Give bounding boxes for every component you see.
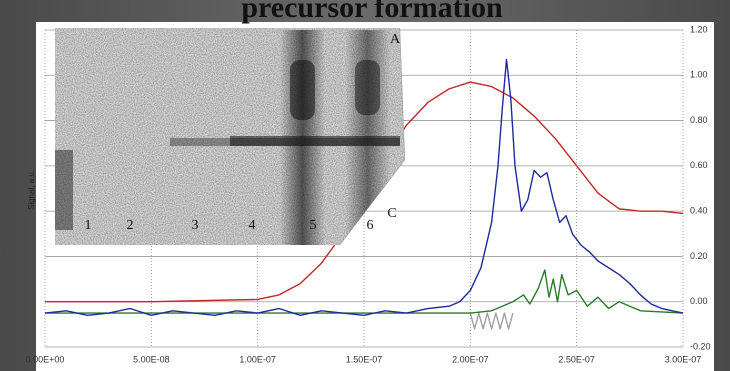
page: precursor formation Signal, a.u. 1.20 1.0… [0, 0, 730, 371]
y-tick-label: 0.00 [690, 296, 708, 306]
lane-label: 2 [127, 218, 134, 233]
y-axis-label: Signal, a.u. [27, 170, 36, 210]
gel-edge [55, 150, 73, 230]
lane-label: 4 [249, 218, 256, 233]
y-tick-label: 1.00 [690, 70, 708, 80]
y-tick-label: 0.40 [690, 206, 708, 216]
y-tick-label: 0.80 [690, 115, 708, 125]
lane-label: 5 [310, 218, 317, 233]
x-tick-label: 2.00E-07 [452, 354, 489, 364]
lane-label: 1 [85, 218, 92, 233]
x-tick-label: 1.00E-07 [239, 354, 276, 364]
corner-label: A [390, 32, 401, 47]
gel-band [230, 136, 400, 146]
x-tick-label: 0.00E+00 [26, 354, 65, 364]
gel-inset [55, 28, 405, 245]
x-tick-label: 5.00E-08 [133, 354, 170, 364]
y-tick-label: 0.20 [690, 251, 708, 261]
gel-smear [355, 60, 380, 115]
x-tick-label: 1.50E-07 [346, 354, 383, 364]
y-tick-label: 1.20 [690, 24, 708, 34]
corner-label: C [387, 206, 396, 221]
gel-smear [290, 60, 315, 120]
chart-title: precursor formation [241, 0, 503, 24]
lane-label: 3 [192, 218, 199, 233]
chart: precursor formation Signal, a.u. 1.20 1.0… [0, 0, 730, 371]
x-tick-label: 3.00E-07 [665, 354, 702, 364]
y-tick-label: 0.60 [690, 160, 708, 170]
lane-label: 6 [367, 218, 374, 233]
x-tick-label: 2.50E-07 [558, 354, 595, 364]
y-tick-label: -0.20 [690, 341, 711, 351]
